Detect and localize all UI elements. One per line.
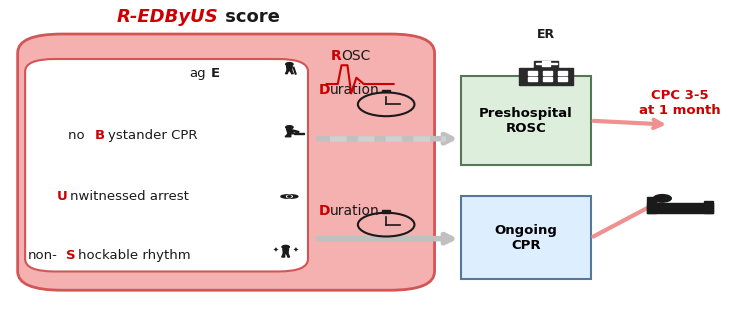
Polygon shape <box>542 61 550 66</box>
Circle shape <box>653 195 671 202</box>
Polygon shape <box>543 71 552 75</box>
Text: E: E <box>211 66 220 80</box>
Text: B: B <box>94 129 105 142</box>
Circle shape <box>288 196 291 197</box>
Text: nwitnessed arrest: nwitnessed arrest <box>70 190 189 203</box>
Polygon shape <box>286 253 290 257</box>
Circle shape <box>286 126 293 129</box>
Text: uration: uration <box>329 204 380 218</box>
Polygon shape <box>294 133 304 135</box>
Ellipse shape <box>281 195 298 198</box>
Polygon shape <box>704 201 713 213</box>
FancyBboxPatch shape <box>18 34 434 290</box>
Polygon shape <box>647 204 713 213</box>
Text: uration: uration <box>329 83 380 97</box>
FancyBboxPatch shape <box>460 197 591 279</box>
Polygon shape <box>286 71 289 74</box>
Text: ER: ER <box>537 28 555 40</box>
Text: hockable rhythm: hockable rhythm <box>78 249 190 262</box>
Polygon shape <box>543 77 552 81</box>
Polygon shape <box>282 253 285 257</box>
Circle shape <box>286 63 293 66</box>
Polygon shape <box>528 77 537 81</box>
Polygon shape <box>558 71 567 75</box>
Text: OSC: OSC <box>341 49 370 63</box>
Text: R: R <box>330 49 341 63</box>
FancyBboxPatch shape <box>460 76 591 165</box>
Polygon shape <box>382 211 391 213</box>
Polygon shape <box>286 66 292 71</box>
Text: ystander CPR: ystander CPR <box>108 129 197 142</box>
Polygon shape <box>534 61 558 68</box>
Circle shape <box>286 195 292 198</box>
Text: Preshospital
ROSC: Preshospital ROSC <box>479 107 573 135</box>
Polygon shape <box>558 77 567 81</box>
Text: ✦: ✦ <box>273 247 279 253</box>
Text: non-: non- <box>28 249 58 262</box>
Polygon shape <box>285 134 291 137</box>
Text: R-EDByUS: R-EDByUS <box>117 8 219 26</box>
Text: no: no <box>68 129 89 142</box>
Text: D: D <box>320 204 331 218</box>
Text: ✦: ✦ <box>292 247 298 253</box>
Polygon shape <box>382 90 391 93</box>
Polygon shape <box>290 71 293 74</box>
Polygon shape <box>528 71 537 75</box>
Text: U: U <box>56 190 67 203</box>
Polygon shape <box>283 249 289 253</box>
Polygon shape <box>286 129 294 134</box>
Circle shape <box>282 245 290 248</box>
Text: D: D <box>320 83 331 97</box>
FancyBboxPatch shape <box>25 59 308 272</box>
Polygon shape <box>536 63 557 64</box>
Text: ag: ag <box>190 66 206 80</box>
Text: Ongoing
CPR: Ongoing CPR <box>494 224 557 252</box>
Text: S: S <box>66 249 76 262</box>
Polygon shape <box>520 68 573 85</box>
Text: score: score <box>219 8 280 26</box>
Text: CPC 3-5
at 1 month: CPC 3-5 at 1 month <box>640 89 721 117</box>
Polygon shape <box>647 197 656 213</box>
